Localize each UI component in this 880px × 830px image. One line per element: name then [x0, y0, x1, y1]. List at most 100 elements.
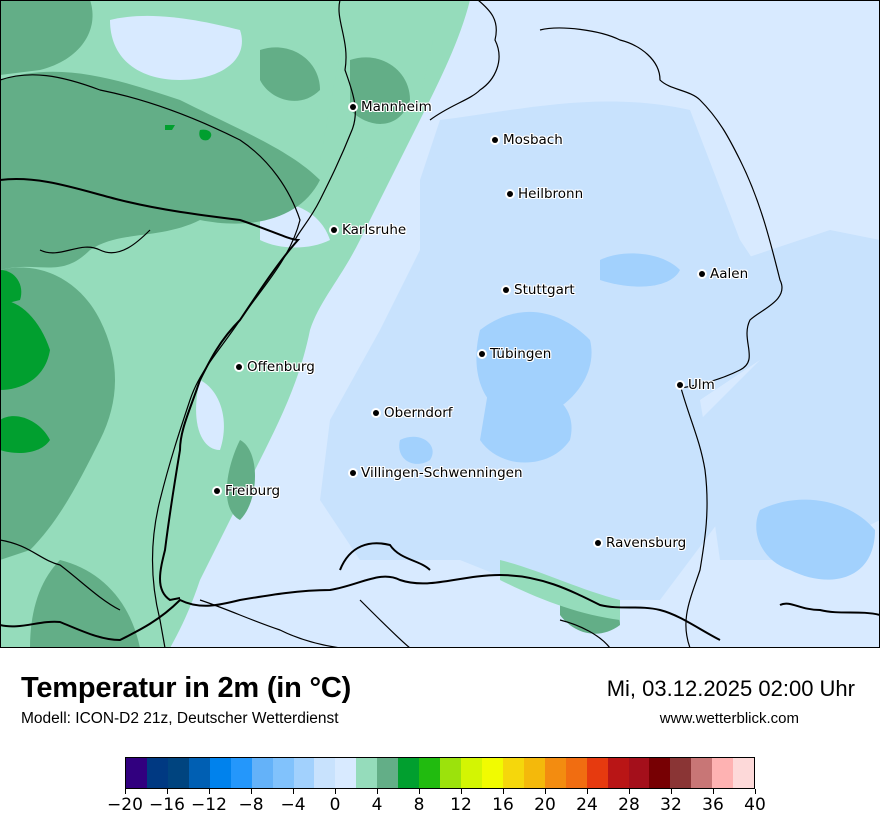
- city-label: Mannheim: [361, 99, 432, 115]
- city-marker-icon: [373, 410, 379, 416]
- colorbar-tick-label: 40: [744, 795, 766, 815]
- city-marker-icon: [350, 470, 356, 476]
- city-oberndorf: Oberndorf: [373, 405, 453, 421]
- city-marker-icon: [331, 227, 337, 233]
- forecast-datetime: Mi, 03.12.2025 02:00 Uhr: [606, 676, 855, 701]
- colorbar-tick-label: 28: [618, 795, 640, 815]
- colorbar-segment: [565, 758, 587, 788]
- colorbar-segment: [733, 758, 755, 788]
- colorbar-tick-label: −20: [107, 795, 143, 815]
- city-mannheim: Mannheim: [350, 99, 432, 115]
- colorbar-segment: [293, 758, 315, 788]
- city-label: Ravensburg: [606, 535, 687, 551]
- city-label: Freiburg: [225, 483, 281, 499]
- colorbar-segment: [188, 758, 210, 788]
- colorbar-tick: [208, 789, 210, 794]
- colorbar-tick: [166, 789, 168, 794]
- colorbar-tick: [628, 789, 630, 794]
- colorbar-segment: [230, 758, 252, 788]
- city-label: Karlsruhe: [342, 222, 407, 238]
- city-villingen-schwenningen: Villingen-Schwenningen: [350, 465, 523, 481]
- colorbar-segment: [377, 758, 399, 788]
- colorbar-segment: [712, 758, 734, 788]
- colorbar-segment: [126, 758, 147, 788]
- colorbar-ticks: −20 −16 −12 −8 −4 0 4 8 12 16 20 24 28 32 36 40: [107, 789, 766, 829]
- colorbar-tick-label: 0: [329, 795, 341, 815]
- city-marker-icon: [350, 104, 356, 110]
- city-label: Stuttgart: [514, 282, 575, 298]
- colorbar-tick: [418, 789, 420, 794]
- colorbar-tick-label: 36: [702, 795, 724, 815]
- colorbar-segment: [356, 758, 378, 788]
- colorbar-segment: [670, 758, 692, 788]
- colorbar-tick-label: −16: [149, 795, 185, 815]
- colorbar-tick: [670, 789, 672, 794]
- temperature-colorbar: [125, 757, 755, 789]
- city-marker-icon: [503, 287, 509, 293]
- city-label: Offenburg: [247, 359, 315, 375]
- colorbar-segment: [461, 758, 482, 788]
- city-ulm: Ulm: [677, 377, 715, 393]
- city-label: Aalen: [710, 266, 749, 282]
- city-heilbronn: Heilbronn: [507, 186, 583, 202]
- colorbar-segment: [314, 758, 336, 788]
- city-label: Heilbronn: [518, 186, 584, 202]
- city-stuttgart: Stuttgart: [503, 282, 575, 298]
- colorbar-segment: [335, 758, 357, 788]
- colorbar-tick-label: 20: [534, 795, 556, 815]
- colorbar-segment: [607, 758, 629, 788]
- colorbar-tick: [586, 789, 588, 794]
- city-marker-icon: [479, 351, 485, 357]
- colorbar-segment: [419, 758, 441, 788]
- city-marker-icon: [699, 271, 705, 277]
- colorbar-segment: [523, 758, 545, 788]
- colorbar-tick-label: −4: [280, 795, 306, 815]
- colorbar-tick-label: 12: [450, 795, 472, 815]
- colorbar-tick: [124, 789, 126, 794]
- city-tuebingen: Tübingen: [479, 346, 551, 362]
- city-marker-icon: [236, 364, 242, 370]
- colorbar-tick-label: −12: [191, 795, 227, 815]
- colorbar-segment: [272, 758, 294, 788]
- colorbar-segment: [649, 758, 671, 788]
- colorbar-tick: [250, 789, 252, 794]
- city-freiburg: Freiburg: [214, 483, 280, 499]
- city-offenburg: Offenburg: [236, 359, 315, 375]
- colorbar-tick-label: 4: [371, 795, 383, 815]
- colorbar-segment: [209, 758, 231, 788]
- colorbar-tick-label: 32: [660, 795, 682, 815]
- city-label: Tübingen: [490, 346, 552, 362]
- colorbar-segment: [502, 758, 524, 788]
- colorbar-tick: [334, 789, 336, 794]
- temperature-map: Mannheim Mosbach Heilbronn Karlsruhe Aal…: [0, 0, 880, 648]
- colorbar-tick: [460, 789, 462, 794]
- city-marker-icon: [677, 382, 683, 388]
- city-label: Villingen-Schwenningen: [361, 465, 523, 481]
- city-label: Mosbach: [503, 132, 563, 148]
- colorbar-segment: [481, 758, 503, 788]
- city-aalen: Aalen: [699, 266, 748, 282]
- colorbar-tick: [544, 789, 546, 794]
- colorbar-segment: [628, 758, 650, 788]
- city-ravensburg: Ravensburg: [595, 535, 686, 551]
- colorbar-tick-label: 16: [492, 795, 514, 815]
- colorbar-tick: [502, 789, 504, 794]
- website-credit: www.wetterblick.com: [659, 710, 799, 727]
- page-title: Temperatur in 2m (in °C): [21, 672, 352, 704]
- colorbar-segment: [440, 758, 461, 788]
- model-subtitle: Modell: ICON-D2 21z, Deutscher Wetterdie…: [21, 710, 339, 727]
- colorbar-segment: [398, 758, 420, 788]
- colorbar-tick-label: 24: [576, 795, 598, 815]
- colorbar-tick: [292, 789, 294, 794]
- colorbar-tick: [376, 789, 378, 794]
- colorbar-tick: [754, 789, 756, 794]
- colorbar-segment: [691, 758, 713, 788]
- colorbar-segment: [167, 758, 189, 788]
- city-marker-icon: [492, 137, 498, 143]
- colorbar-tick-label: −8: [238, 795, 264, 815]
- colorbar-tick-label: 8: [413, 795, 425, 815]
- city-marker-icon: [214, 488, 220, 494]
- colorbar-segment: [544, 758, 566, 788]
- city-marker-icon: [507, 191, 513, 197]
- colorbar-segment: [586, 758, 608, 788]
